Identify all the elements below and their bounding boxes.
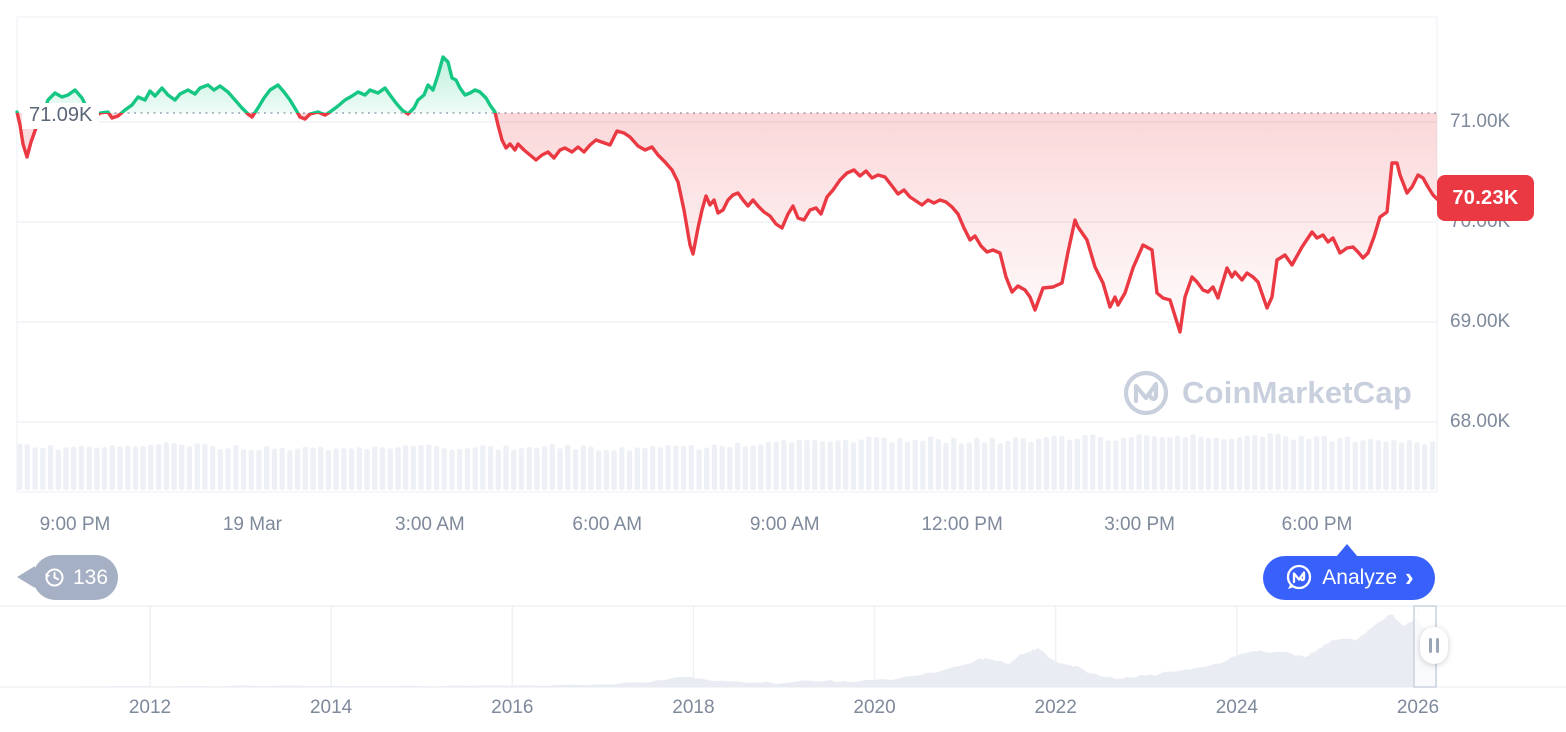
x-axis-tick: 9:00 AM bbox=[749, 514, 820, 535]
x-axis-tick: 6:00 PM bbox=[1281, 514, 1353, 535]
previous-close-label: 71.09K bbox=[22, 103, 100, 129]
cmc-circle-m-icon bbox=[1123, 370, 1169, 416]
x-axis-tick: 19 Mar bbox=[222, 514, 282, 535]
y-axis-tick: 68.00K bbox=[1450, 411, 1511, 432]
current-price-badge: 70.23K bbox=[1437, 175, 1534, 221]
clock-history-icon bbox=[45, 568, 64, 587]
badge-left-arrow bbox=[17, 566, 35, 588]
timeline-year-tick: 2012 bbox=[128, 697, 172, 718]
plot-border bbox=[16, 16, 1438, 493]
timeline-year-tick: 2020 bbox=[853, 697, 896, 718]
analyze-caret bbox=[1336, 544, 1358, 557]
analyze-label: Analyze bbox=[1322, 566, 1398, 589]
pause-bar bbox=[1429, 638, 1432, 653]
timeline-area[interactable] bbox=[17, 614, 1437, 688]
timeline-year-tick: 2024 bbox=[1215, 697, 1258, 718]
x-axis-tick: 9:00 PM bbox=[39, 514, 111, 535]
timeline-brush-handle[interactable] bbox=[1420, 627, 1448, 664]
x-axis-tick: 3:00 PM bbox=[1104, 514, 1175, 535]
x-axis-tick: 6:00 AM bbox=[572, 514, 643, 535]
timeline-year-tick: 2018 bbox=[672, 697, 715, 718]
watermark: CoinMarketCap bbox=[1122, 369, 1412, 417]
timeline-year-tick: 2022 bbox=[1034, 697, 1077, 718]
y-axis-tick: 69.00K bbox=[1450, 311, 1511, 332]
pause-bar bbox=[1436, 638, 1439, 653]
price-area-below bbox=[17, 113, 1437, 332]
watermark-text: CoinMarketCap bbox=[1182, 375, 1412, 410]
cmc-chat-bubble-icon bbox=[1287, 564, 1312, 590]
price-line-green bbox=[15, 55, 497, 113]
timeline-year-tick: 2014 bbox=[309, 697, 353, 718]
price-area-above bbox=[17, 57, 1437, 113]
analysis-count: 136 bbox=[72, 565, 109, 589]
price-line-red bbox=[15, 113, 1439, 334]
y-axis-tick: 71.00K bbox=[1450, 111, 1511, 132]
timeline-year-tick: 2026 bbox=[1396, 697, 1440, 718]
volume-bars bbox=[17, 433, 1436, 490]
x-axis-tick: 12:00 PM bbox=[921, 514, 1003, 535]
timeline-year-tick: 2016 bbox=[491, 697, 534, 718]
analyze-button[interactable]: Analyze › bbox=[1263, 556, 1435, 600]
analysis-count-badge[interactable]: 136 bbox=[17, 555, 118, 600]
chevron-right-icon: › bbox=[1405, 561, 1414, 592]
x-axis-tick: 3:00 AM bbox=[395, 514, 465, 535]
